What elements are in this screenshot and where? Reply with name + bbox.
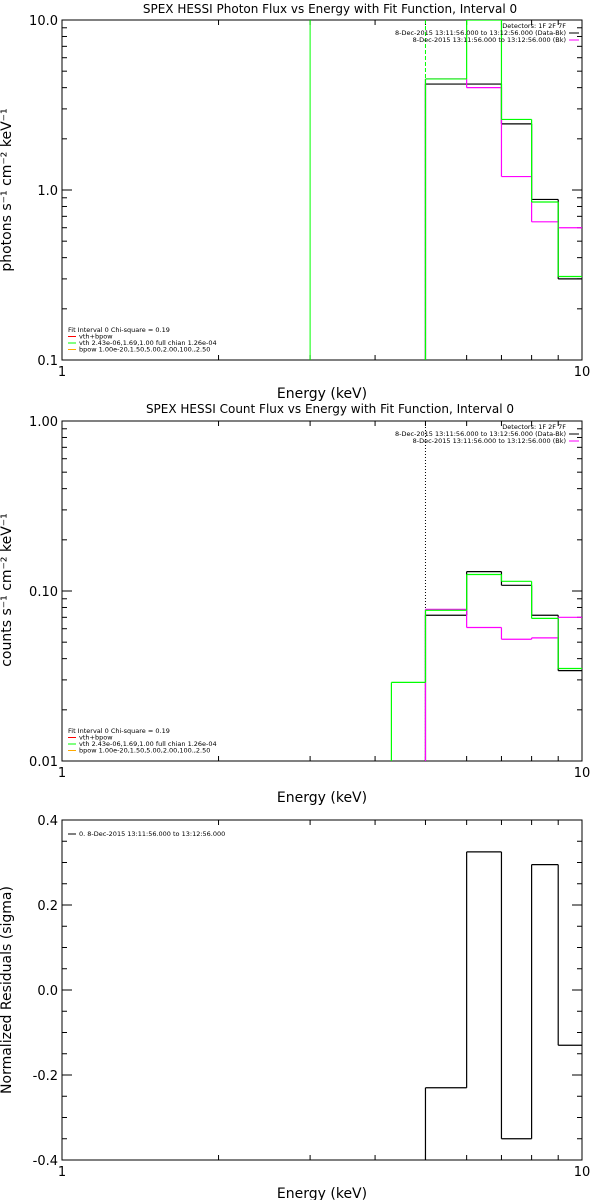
x-tick-label: 1	[58, 365, 66, 380]
y-tick-label: 0.01	[29, 755, 58, 770]
plot-frame	[61, 819, 583, 1161]
legend-entry: Detectors: 1F 2F 7F	[502, 423, 566, 431]
y-tick-label: 10.0	[29, 14, 58, 29]
panel-title: SPEX HESSI Photon Flux vs Energy with Fi…	[143, 2, 517, 16]
y-tick-label: 0.0	[37, 984, 58, 999]
legend-entry: 8-Dec-2015 13:11:56.000 to 13:12:56.000 …	[395, 430, 566, 438]
legend-entry: 8-Dec-2015 13:11:56.000 to 13:12:56.000 …	[395, 29, 566, 37]
plot-frame	[61, 19, 583, 361]
y-axis-label: Normalized Residuals (sigma)	[0, 886, 15, 1094]
x-tick-label: 10	[574, 766, 591, 781]
series-0	[424, 851, 582, 1160]
plot-frame	[61, 420, 583, 762]
x-tick-label: 10	[574, 1165, 591, 1180]
legend-entry: Fit Interval 0 Chi-square = 0.19	[68, 326, 170, 334]
y-tick-label: -0.2	[33, 1069, 58, 1084]
x-axis-label: Energy (keV)	[277, 386, 367, 402]
x-tick-label: 1	[58, 766, 66, 781]
y-tick-label: 0.2	[37, 899, 58, 914]
legend-entry: Detectors: 1F 2F 7F	[502, 22, 566, 30]
x-axis-label: Energy (keV)	[277, 790, 367, 806]
legend-entry: 8-Dec-2015 13:11:56.000 to 13:12:56.000 …	[413, 437, 566, 445]
legend-entry: 0. 8-Dec-2015 13:11:56.000 to 13:12:56.0…	[79, 830, 225, 838]
legend-entry: 8-Dec-2015 13:11:56.000 to 13:12:56.000 …	[413, 36, 566, 44]
legend-entry: Fit Interval 0 Chi-square = 0.19	[68, 727, 170, 735]
photon-flux-panel: SPEX HESSI Photon Flux vs Energy with Fi…	[0, 2, 590, 402]
series-2	[424, 20, 582, 360]
x-tick-label: 10	[574, 365, 591, 380]
plot-area	[390, 421, 582, 761]
legend-entry: bpow 1.00e-20,1.50,5.00,2.00,100.,2.50	[79, 346, 210, 354]
x-tick-label: 1	[58, 1165, 66, 1180]
x-axis-label: Energy (keV)	[277, 1186, 367, 1200]
plot-area	[309, 20, 582, 360]
legend-entry: vth 2.43e-06,1.69,1.00 full chian 1.26e-…	[79, 339, 217, 347]
series-2	[390, 573, 582, 761]
y-tick-label: 1.0	[37, 184, 58, 199]
plot-area	[424, 851, 582, 1160]
y-tick-label: 0.1	[37, 354, 58, 369]
panel-title: SPEX HESSI Count Flux vs Energy with Fit…	[146, 402, 514, 416]
y-tick-label: 0.4	[37, 814, 58, 829]
legend-entry: bpow 1.00e-20,1.50,5.00,2.00,100.,2.50	[79, 747, 210, 755]
y-axis-label: counts s⁻¹ cm⁻² keV⁻¹	[0, 513, 15, 667]
residuals-panel: Energy (keV) Normalized Residuals (sigma…	[0, 814, 590, 1200]
y-axis-label: photons s⁻¹ cm⁻² keV⁻¹	[0, 108, 15, 271]
count-flux-panel: SPEX HESSI Count Flux vs Energy with Fit…	[0, 402, 590, 806]
legend-entry: vth+bpow	[79, 333, 113, 341]
y-tick-label: -0.4	[33, 1154, 58, 1169]
y-tick-label: 1.00	[29, 415, 58, 430]
legend-entry: vth+bpow	[79, 734, 113, 742]
y-tick-label: 0.10	[29, 585, 58, 600]
legend-entry: vth 2.43e-06,1.69,1.00 full chian 1.26e-…	[79, 740, 217, 748]
